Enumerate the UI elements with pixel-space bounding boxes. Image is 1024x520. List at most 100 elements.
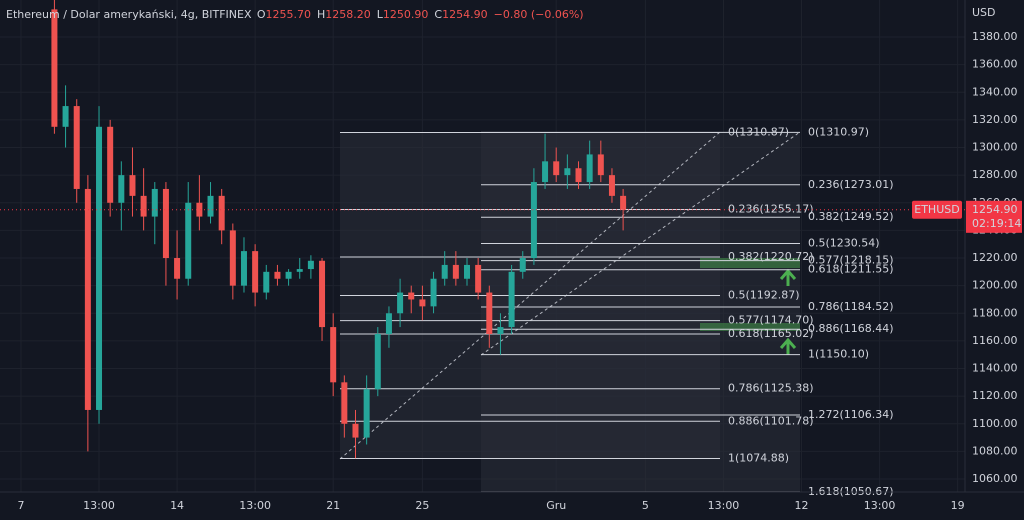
- candle-body: [174, 258, 181, 279]
- candle-body: [452, 264, 459, 279]
- y-unit: USD: [972, 6, 996, 19]
- x-tick-label: 13:00: [83, 499, 115, 512]
- ohlc: O1255.70 H1258.20 L1250.90 C1254.90: [257, 8, 488, 21]
- y-tick-label: 1080.00: [972, 444, 1018, 457]
- y-tick-label: 1220.00: [972, 251, 1018, 264]
- candle-body: [441, 264, 448, 279]
- candle-body: [240, 251, 247, 286]
- candle-body: [464, 264, 471, 279]
- ohlc-key: H: [317, 8, 325, 21]
- candle-body: [608, 175, 615, 196]
- fib-label: 0(1310.97): [808, 125, 869, 138]
- candle-body: [252, 251, 259, 293]
- candle-body: [575, 168, 582, 183]
- candle-body: [140, 195, 147, 217]
- y-tick-label: 1340.00: [972, 85, 1018, 98]
- x-tick-label: 13:00: [864, 499, 896, 512]
- candle-body: [151, 188, 158, 217]
- zone-highlight: [700, 258, 800, 268]
- candle-body: [307, 260, 314, 270]
- fib-label: 0.382(1249.52): [808, 210, 894, 223]
- countdown: 02:19:14: [972, 217, 1021, 230]
- price-tag: [966, 200, 1022, 233]
- ohlc-key: O: [257, 8, 266, 21]
- fib-label: 1.618(1050.67): [808, 485, 894, 498]
- candle-body: [285, 271, 292, 279]
- candle-body: [486, 292, 493, 334]
- fib-label: 1.272(1106.34): [808, 408, 894, 421]
- ohlc-value: 1254.90: [442, 8, 488, 21]
- candle-body: [397, 292, 404, 314]
- candle-body: [352, 423, 359, 438]
- y-tick-label: 1100.00: [972, 417, 1018, 430]
- fib-label: 0.786(1184.52): [808, 300, 894, 313]
- candle-body: [519, 258, 526, 272]
- candle-body: [319, 260, 326, 328]
- header: Ethereum / Dolar amerykański, 4g, BITFIN…: [6, 8, 584, 21]
- ohlc-key: C: [434, 8, 442, 21]
- candle-body: [207, 195, 214, 217]
- candle-body: [385, 313, 392, 334]
- y-tick-label: 1380.00: [972, 30, 1018, 43]
- y-tick-label: 1320.00: [972, 113, 1018, 126]
- y-tick-label: 1280.00: [972, 168, 1018, 181]
- fib-label: 0.382(1220.72): [728, 250, 814, 263]
- candle-body: [107, 126, 114, 203]
- fib-label: 0.577(1218.15): [808, 254, 894, 267]
- candle-body: [162, 188, 169, 259]
- candle-body: [530, 182, 537, 259]
- y-tick-label: 1180.00: [972, 306, 1018, 319]
- fib-label: 1(1150.10): [808, 348, 869, 361]
- candle-body: [296, 269, 303, 272]
- symbol-tag: [912, 200, 962, 219]
- ohlc-value: 1250.90: [383, 8, 429, 21]
- y-tick-label: 1200.00: [972, 279, 1018, 292]
- arrow-up: [779, 337, 797, 355]
- x-tick-label: 19: [951, 499, 965, 512]
- candle-body: [84, 188, 91, 410]
- candle-body: [542, 161, 549, 183]
- candle-body: [185, 202, 192, 279]
- candle-body: [475, 264, 482, 293]
- candle-body: [419, 299, 426, 307]
- candle-body: [508, 271, 515, 328]
- x-tick-label: 14: [170, 499, 184, 512]
- candle-body: [62, 106, 69, 127]
- y-tick-label: 1300.00: [972, 141, 1018, 154]
- plot-area: 0(1310.87)0.236(1255.17)0.382(1220.72)0.…: [51, 0, 894, 498]
- change: −0.80 (−0.06%): [494, 8, 584, 21]
- x-tick-label: 25: [415, 499, 429, 512]
- candle-body: [374, 333, 381, 390]
- x-tick-label: 5: [642, 499, 649, 512]
- x-tick-label: Gru: [546, 499, 566, 512]
- fib-label: 0.236(1255.17): [728, 202, 814, 215]
- y-tick-label: 1060.00: [972, 472, 1018, 485]
- y-tick-label: 1120.00: [972, 389, 1018, 402]
- candle-body: [430, 278, 437, 307]
- symbol: Ethereum / Dolar amerykański, 4g, BITFIN…: [6, 8, 252, 21]
- x-tick-label: 12: [795, 499, 809, 512]
- candle-body: [118, 175, 125, 203]
- ohlc-key: L: [377, 8, 384, 21]
- candle-body: [229, 230, 236, 286]
- candle-body: [263, 271, 270, 293]
- candle-body: [586, 154, 593, 183]
- fib-zone: [481, 132, 800, 492]
- candle-body: [341, 382, 348, 424]
- fib-label: 0.786(1125.38): [728, 382, 814, 395]
- y-tick-label: 1140.00: [972, 362, 1018, 375]
- y-tick-label: 1160.00: [972, 334, 1018, 347]
- x-tick-label: 13:00: [239, 499, 271, 512]
- x-tick-label: 7: [17, 499, 24, 512]
- candle-body: [564, 168, 571, 176]
- y-tick-label: 1360.00: [972, 58, 1018, 71]
- candle-body: [274, 271, 281, 279]
- fib-label: 1(1074.88): [728, 451, 789, 464]
- ohlc-value: 1258.20: [325, 8, 371, 21]
- symbol-label: ETHUSD: [914, 203, 959, 216]
- zone-highlight: [700, 323, 800, 331]
- fib-label: 0.236(1273.01): [808, 178, 894, 191]
- candle-body: [363, 389, 370, 438]
